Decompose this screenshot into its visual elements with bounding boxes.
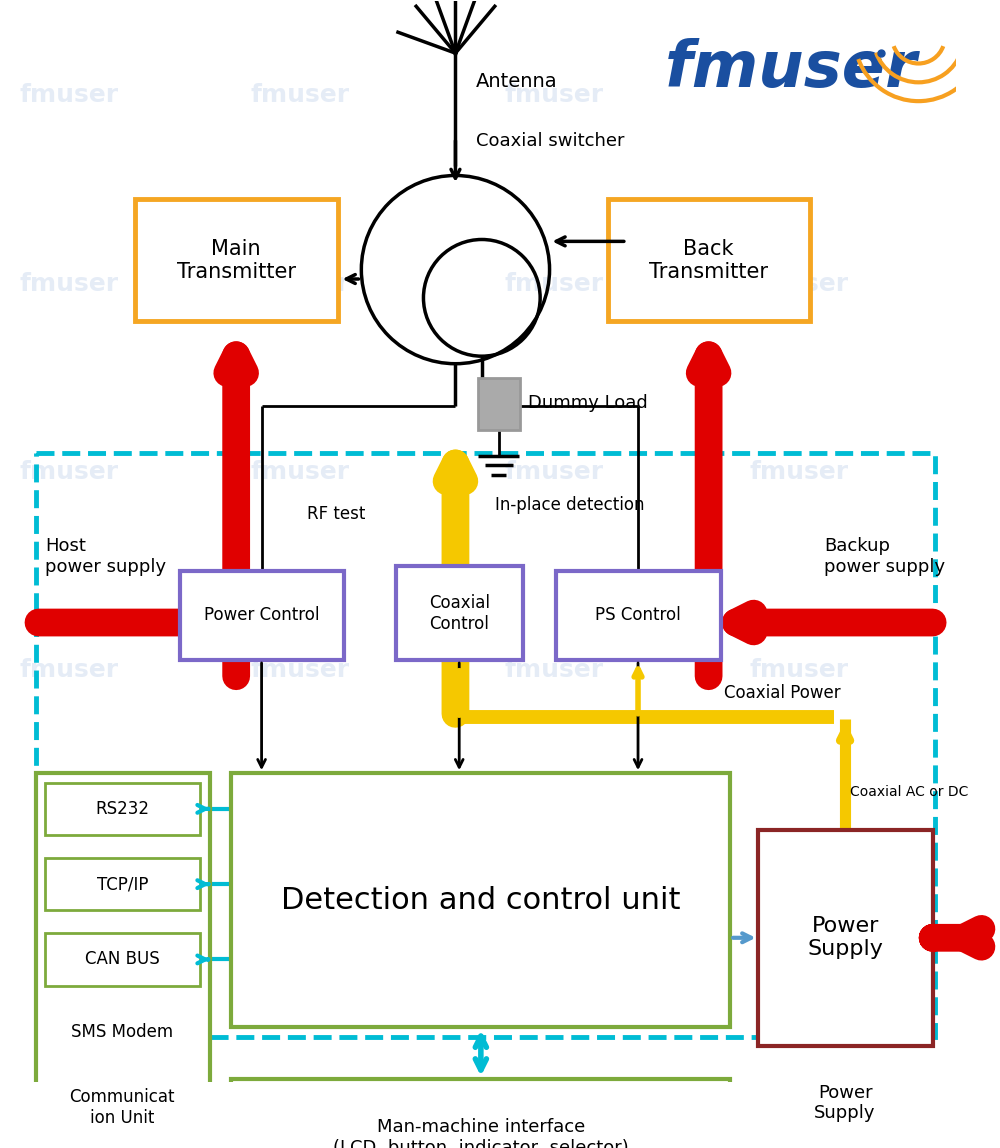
- Text: fmuser: fmuser: [749, 272, 848, 296]
- Text: RF test: RF test: [307, 505, 365, 523]
- Bar: [180, 571, 344, 660]
- Bar: [556, 571, 721, 660]
- Text: CAN BUS: CAN BUS: [85, 951, 160, 969]
- Text: SMS Modem: SMS Modem: [71, 1023, 173, 1041]
- Text: fmuser: fmuser: [504, 84, 604, 108]
- Bar: [45, 783, 200, 836]
- Bar: [36, 773, 210, 1148]
- Text: fmuser: fmuser: [20, 460, 119, 484]
- Text: fmuser: fmuser: [43, 855, 142, 879]
- Text: Backup
power supply: Backup power supply: [824, 537, 945, 576]
- Text: fmuser: fmuser: [250, 84, 349, 108]
- Text: fmuser: fmuser: [504, 658, 604, 682]
- Text: fmuser: fmuser: [279, 855, 378, 879]
- Text: Communicat
ion Unit: Communicat ion Unit: [70, 1088, 175, 1126]
- Bar: [608, 199, 810, 321]
- Text: fmuser: fmuser: [504, 272, 604, 296]
- Text: Coaxial switcher: Coaxial switcher: [476, 132, 625, 149]
- Text: Dummy Load: Dummy Load: [528, 394, 648, 412]
- Bar: [231, 773, 730, 1027]
- Text: fmuser: fmuser: [664, 38, 917, 100]
- Text: Coaxial Power: Coaxial Power: [724, 684, 840, 703]
- Text: RS232: RS232: [95, 800, 149, 817]
- Bar: [36, 453, 935, 1037]
- Bar: [478, 378, 520, 429]
- Text: Power Control: Power Control: [204, 606, 319, 625]
- Text: fmuser: fmuser: [749, 658, 848, 682]
- Text: fmuser: fmuser: [533, 855, 632, 879]
- Text: Antenna: Antenna: [476, 72, 558, 91]
- Text: TCP/IP: TCP/IP: [97, 875, 148, 893]
- Text: Coaxial
Control: Coaxial Control: [429, 594, 490, 633]
- Text: fmuser: fmuser: [20, 658, 119, 682]
- Text: Main
Transmitter: Main Transmitter: [177, 239, 296, 281]
- Bar: [135, 199, 338, 321]
- Text: fmuser: fmuser: [250, 460, 349, 484]
- Bar: [396, 566, 523, 660]
- Text: fmuser: fmuser: [20, 84, 119, 108]
- Bar: [231, 1079, 730, 1148]
- Text: Back
Transmitter: Back Transmitter: [649, 239, 768, 281]
- Text: fmuser: fmuser: [250, 272, 349, 296]
- Bar: [45, 933, 200, 986]
- Text: Detection and control unit: Detection and control unit: [281, 885, 681, 915]
- Text: Power
Supply: Power Supply: [814, 1084, 876, 1123]
- Text: Coaxial AC or DC: Coaxial AC or DC: [850, 785, 968, 799]
- Text: fmuser: fmuser: [749, 460, 848, 484]
- Bar: [45, 858, 200, 910]
- Bar: [758, 830, 933, 1046]
- Text: PS Control: PS Control: [595, 606, 681, 625]
- Text: fmuser: fmuser: [504, 460, 604, 484]
- Text: Power
Supply: Power Supply: [807, 916, 883, 960]
- Text: In-place detection: In-place detection: [495, 496, 644, 514]
- Text: Man-machine interface
(LCD, button, indicator, selector): Man-machine interface (LCD, button, indi…: [333, 1118, 629, 1148]
- Text: fmuser: fmuser: [20, 272, 119, 296]
- Text: fmuser: fmuser: [250, 658, 349, 682]
- Text: Host
power supply: Host power supply: [45, 537, 166, 576]
